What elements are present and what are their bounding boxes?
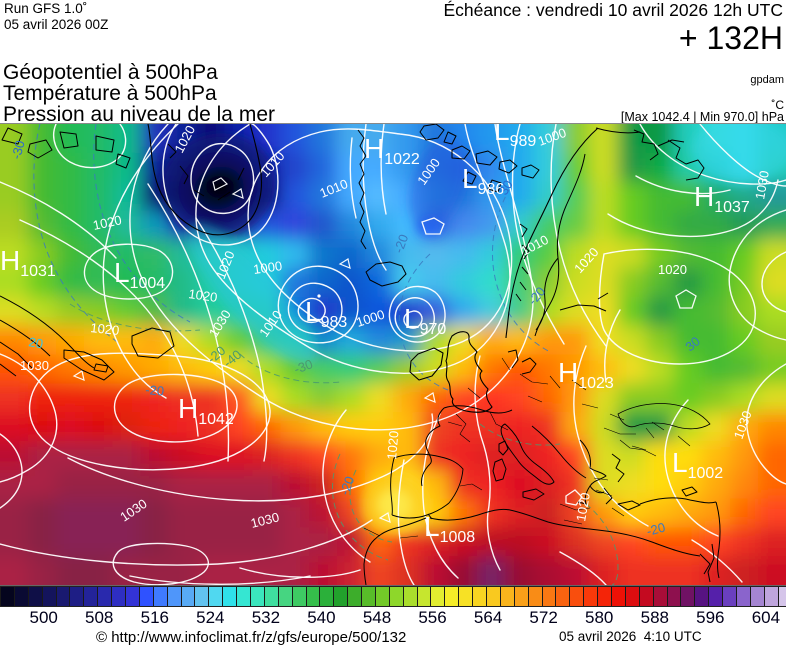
svg-text:1030: 1030: [20, 358, 49, 373]
svg-text:1030: 1030: [752, 169, 772, 200]
svg-text:1000: 1000: [252, 258, 283, 277]
svg-text:1020: 1020: [90, 320, 120, 338]
svg-text:1020: 1020: [384, 430, 401, 460]
svg-text:-20: -20: [337, 474, 358, 497]
svg-text:-30: -30: [8, 139, 27, 161]
svg-text:L1008: L1008: [424, 511, 475, 546]
svg-text:1020: 1020: [658, 262, 687, 277]
svg-text:30: 30: [496, 177, 516, 197]
svg-text:1030: 1030: [249, 509, 281, 531]
svg-text:20: 20: [27, 334, 44, 351]
svg-text:-20: -20: [145, 382, 165, 399]
svg-text:1020: 1020: [188, 286, 219, 305]
svg-text:-30: -30: [292, 356, 315, 377]
svg-text:1020: 1020: [92, 212, 123, 233]
svg-text:-20: -20: [391, 232, 412, 255]
svg-text:-20: -20: [645, 520, 667, 539]
svg-text:1020: 1020: [573, 491, 593, 522]
